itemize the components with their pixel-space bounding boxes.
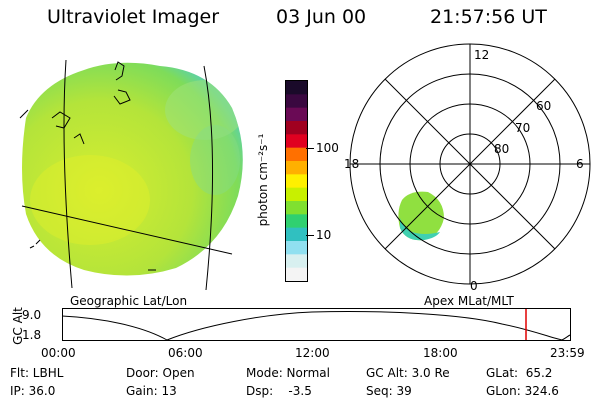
time-tick-label: 12:00 — [295, 346, 330, 360]
mlt-line — [384, 78, 556, 250]
info-gc-alt: GC Alt: 3.0 Re — [366, 366, 450, 380]
mlat-label-80: 80 — [494, 142, 509, 156]
color-scale-unit: photon cm⁻²s⁻¹ — [256, 133, 270, 227]
time-label: 21:57:56 UT — [430, 6, 547, 28]
mlt-label-12: 12 — [474, 48, 489, 62]
color-band — [286, 187, 307, 202]
mlt-label-6: 6 — [576, 157, 584, 171]
color-band — [286, 107, 307, 122]
altitude-tick-label: 9.0 — [22, 308, 42, 322]
info-flt: Flt: LBHL — [10, 366, 64, 380]
time-tick-label: 18:00 — [423, 346, 458, 360]
info-mode: Mode: Normal — [246, 366, 330, 380]
altitude-plot — [62, 308, 571, 341]
color-band — [286, 94, 307, 109]
color-band — [286, 214, 307, 229]
apex-label: Apex MLat/MLT — [424, 294, 514, 308]
info-glon: GLon: 324.6 — [486, 384, 559, 398]
polar-plot: 12 18 6 0 60 70 80 — [344, 43, 591, 293]
time-tick-label: 06:00 — [168, 346, 203, 360]
color-band — [286, 227, 307, 242]
color-scale-gradient — [286, 81, 307, 282]
coastline — [51, 111, 85, 145]
color-band — [286, 174, 307, 189]
aurora-patch — [398, 191, 444, 241]
mlat-label-60: 60 — [536, 99, 551, 113]
info-door: Door: Open — [126, 366, 195, 380]
time-tick-label: 00:00 — [41, 346, 76, 360]
colorbar-tick — [306, 148, 314, 149]
coastline — [19, 109, 156, 271]
color-band — [286, 267, 307, 282]
color-band — [286, 81, 307, 95]
color-band — [286, 241, 307, 255]
geographic-label: Geographic Lat/Lon — [70, 294, 188, 308]
instrument-title: Ultraviolet Imager — [47, 6, 220, 28]
time-tick-label: 23:59 — [550, 346, 585, 360]
color-band — [286, 147, 307, 162]
color-band — [286, 254, 307, 269]
info-dsp: Dsp: -3.5 — [246, 384, 312, 398]
color-band — [286, 134, 307, 149]
color-band — [286, 121, 307, 135]
geographic-image — [19, 59, 243, 291]
info-glat: GLat: 65.2 — [486, 366, 553, 380]
mlat-label-70: 70 — [515, 121, 530, 135]
info-ip: IP: 36.0 — [10, 384, 56, 398]
mlt-label-18: 18 — [344, 157, 359, 171]
date-label: 03 Jun 00 — [276, 6, 367, 28]
meridian-line — [203, 65, 214, 291]
meridian-line — [63, 59, 73, 289]
mlt-label-0: 0 — [470, 279, 478, 293]
aurora-patch-edge — [400, 218, 440, 241]
info-seq: Seq: 39 — [366, 384, 412, 398]
color-band — [286, 201, 307, 215]
color-band — [286, 161, 307, 175]
altitude-tick-label: 1.8 — [22, 328, 42, 342]
latitude-line — [21, 205, 233, 255]
color-scale-bar — [285, 80, 308, 282]
colorbar-tick-label: 100 — [316, 141, 339, 155]
info-gain: Gain: 13 — [126, 384, 177, 398]
altitude-curve — [62, 311, 571, 341]
colorbar-tick — [306, 235, 314, 236]
coastline — [113, 61, 131, 105]
colorbar-tick-label: 10 — [316, 228, 332, 242]
